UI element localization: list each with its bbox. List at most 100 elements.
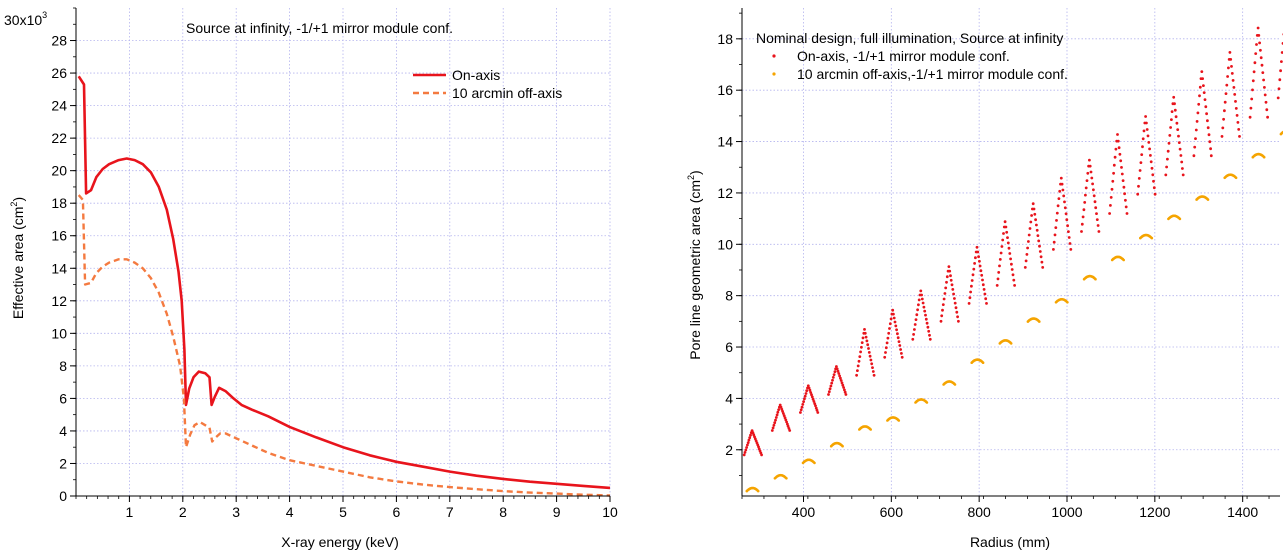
on-axis-point — [984, 297, 987, 300]
on-axis-point — [970, 285, 973, 288]
on-axis-point — [1119, 159, 1122, 162]
on-axis-point — [1012, 279, 1015, 282]
on-axis-point — [828, 390, 831, 393]
off-axis-module — [1223, 173, 1237, 179]
on-axis-point — [1030, 214, 1033, 217]
on-axis-point — [1197, 103, 1200, 106]
on-axis-point — [1063, 201, 1066, 204]
on-axis-point — [921, 298, 924, 301]
left-y-multiplier: 30x103 — [4, 10, 47, 28]
on-axis-point — [892, 313, 895, 316]
on-axis-point — [913, 328, 916, 331]
on-axis-point — [748, 439, 751, 442]
on-axis-point — [1234, 100, 1237, 103]
on-axis-point — [982, 283, 985, 286]
on-axis-point — [1058, 190, 1061, 193]
off-axis-series-line — [79, 195, 610, 495]
on-axis-point — [972, 268, 975, 271]
legend-marker-on-axis — [772, 54, 775, 57]
on-axis-point — [978, 260, 981, 263]
on-axis-point — [1237, 121, 1240, 124]
on-axis-point — [1182, 174, 1185, 177]
on-axis-point — [997, 271, 1000, 274]
on-axis-point — [1172, 96, 1175, 99]
on-axis-point — [1177, 135, 1180, 138]
on-axis-point — [1086, 172, 1089, 175]
on-axis-point — [1145, 122, 1148, 125]
on-axis-point — [1251, 89, 1254, 92]
off-axis-module — [942, 380, 956, 386]
on-axis-point — [1001, 245, 1004, 248]
on-axis-point — [916, 308, 919, 311]
on-axis-point — [1226, 75, 1229, 78]
on-axis-module — [1164, 96, 1184, 176]
on-axis-point — [744, 451, 747, 454]
on-axis-point — [858, 360, 861, 363]
on-axis-point — [1069, 248, 1072, 251]
off-axis-module — [1167, 215, 1181, 221]
off-axis-module — [1280, 130, 1283, 136]
on-axis-point — [1069, 242, 1072, 245]
on-axis-point — [856, 369, 859, 372]
off-axis-point — [1038, 320, 1041, 323]
on-axis-module — [771, 404, 791, 432]
on-axis-point — [1041, 266, 1044, 269]
on-axis-point — [1176, 122, 1179, 125]
y-tick-label: 14 — [717, 134, 733, 150]
on-axis-point — [1053, 241, 1056, 244]
on-axis-point — [803, 398, 806, 401]
on-axis-point — [1056, 212, 1059, 215]
off-axis-point — [1179, 218, 1182, 221]
on-axis-point — [1168, 134, 1171, 137]
on-axis-point — [1253, 70, 1256, 73]
left-y-axis-label: Effective area (cm2) — [9, 197, 26, 319]
on-axis-point — [1007, 242, 1010, 245]
on-axis-point — [1067, 230, 1070, 233]
y-tick-label: 10 — [717, 236, 733, 252]
on-axis-point — [1037, 234, 1040, 237]
on-axis-point — [900, 352, 903, 355]
y-tick-label: 20 — [51, 163, 67, 179]
on-axis-point — [1205, 112, 1208, 115]
on-axis-point — [927, 326, 930, 329]
on-axis-point — [1039, 250, 1042, 253]
on-axis-point — [1012, 273, 1015, 276]
on-axis-point — [1151, 167, 1154, 170]
on-axis-point — [1066, 224, 1069, 227]
on-axis-point — [802, 400, 805, 403]
on-axis-point — [1035, 224, 1038, 227]
y-tick-label: 2 — [59, 455, 67, 471]
on-axis-point — [857, 365, 860, 368]
on-axis-point — [1224, 101, 1227, 104]
off-axis-module — [858, 425, 872, 431]
on-axis-point — [996, 284, 999, 287]
on-axis-point — [1142, 137, 1145, 140]
on-axis-point — [915, 318, 918, 321]
y-tick-label: 6 — [725, 339, 733, 355]
on-axis-point — [1094, 200, 1097, 203]
on-axis-module — [1024, 202, 1044, 268]
on-axis-point — [827, 393, 830, 396]
off-axis-module — [1195, 195, 1209, 201]
on-axis-point — [855, 374, 858, 377]
on-axis-point — [773, 424, 776, 427]
on-axis-point — [968, 302, 971, 305]
y-tick-label: 0 — [59, 488, 67, 504]
y-tick-label: 16 — [51, 228, 67, 244]
y-tick-label: 4 — [59, 423, 67, 439]
right-chart-title: Nominal design, full illumination, Sourc… — [756, 30, 1063, 46]
left-legend: On-axis 10 arcmin off-axis — [413, 67, 562, 101]
on-axis-point — [1061, 183, 1064, 186]
on-axis-point — [746, 444, 749, 447]
on-axis-point — [1008, 247, 1011, 250]
on-axis-point — [840, 379, 843, 382]
on-axis-module — [1052, 177, 1072, 251]
on-axis-point — [777, 408, 780, 411]
on-axis-point — [1054, 234, 1057, 237]
off-axis-point — [1235, 177, 1238, 180]
on-axis-module — [996, 220, 1016, 286]
off-axis-module — [1139, 234, 1153, 240]
on-axis-point — [1176, 128, 1179, 131]
on-axis-point — [1233, 93, 1236, 96]
